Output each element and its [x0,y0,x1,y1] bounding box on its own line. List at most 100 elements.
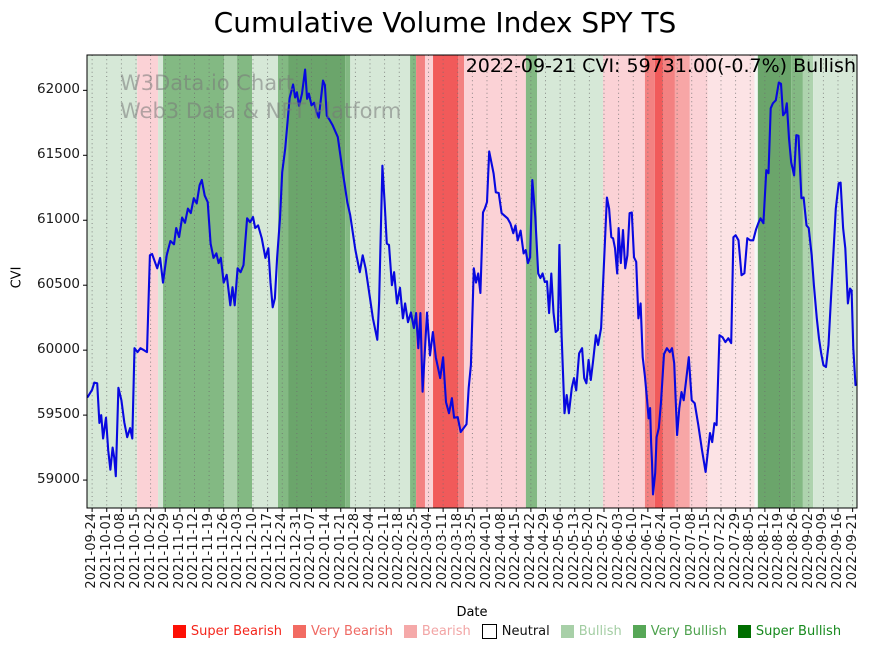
legend-item-super-bullish: Super Bullish [737,624,841,639]
x-tick-label: 2021-10-22 [142,513,158,589]
chart-title: Cumulative Volume Index SPY TS [213,6,677,39]
x-tick-label: 2022-06-17 [639,513,655,589]
y-tick-label: 60500 [37,276,80,293]
legend-item-very-bullish: Very Bullish [632,624,727,639]
x-tick-label: 2021-12-17 [259,513,275,589]
legend-label: Super Bearish [190,623,282,639]
x-tick-label: 2022-07-22 [712,513,728,589]
sentiment-band-bullish-2 [224,55,238,508]
sentiment-band-very-bullish [237,55,253,508]
sentiment-band-bearish [689,55,708,508]
x-tick-label: 2021-11-05 [171,513,187,589]
legend-label: Bullish [578,623,622,639]
x-tick-label: 2022-03-18 [449,513,465,589]
legend-swatch-icon [403,624,417,638]
sentiment-band-bullish-2 [802,55,814,508]
sentiment-band-bullish [252,55,279,508]
sentiment-band-very-bullish [345,55,351,508]
sentiment-band-bearish [602,55,645,508]
sentiment-band-very-bullish [410,55,417,508]
x-tick-label: 2022-03-04 [420,513,436,589]
legend-swatch-icon [293,624,306,638]
sentiment-band-very-bullish-2 [757,55,792,508]
legend-item-super-bearish: Super Bearish [172,623,282,639]
plot-frame [86,54,858,509]
x-tick-label: 2022-04-15 [508,513,524,589]
sentiment-band-very-bullish [525,55,538,508]
x-tick-label: 2022-05-20 [581,513,597,589]
sentiment-band-bullish [158,55,164,508]
x-tick-label: 2022-02-18 [391,513,407,589]
x-tick-label: 2021-10-01 [98,513,114,589]
sentiment-band-super-bearish [433,55,459,508]
cvi-line [86,68,857,496]
x-tick-label: 2022-09-16 [829,513,845,589]
x-tick-label: 2022-07-01 [669,513,685,589]
x-tick-label: 2021-11-19 [201,513,217,589]
x-tick-label: 2022-06-10 [625,513,641,589]
legend-label: Very Bearish [311,623,393,639]
latest-value-annotation: 2022-09-21 CVI: 59731.00(-0.7%) Bullish [465,55,856,77]
x-tick-label: 2022-08-05 [742,513,758,589]
x-tick-label: 2022-09-02 [800,513,816,589]
x-tick-label: 2021-12-10 [244,513,260,589]
x-tick-label: 2021-12-31 [288,513,304,589]
x-tick-label: 2022-08-26 [786,513,802,589]
legend-item-bullish: Bullish [560,623,622,639]
y-tick-label: 59000 [37,471,80,488]
sentiment-band-very-bearish [662,55,675,508]
sentiment-band-bullish [813,55,857,508]
x-tick-label: 2021-12-24 [274,513,290,589]
x-tick-label: 2022-02-11 [376,513,392,589]
x-tick-label: 2022-04-08 [493,513,509,589]
legend-swatch-icon [737,624,751,638]
sentiment-band-very-bearish [416,55,425,508]
sentiment-band-bearish-light [707,55,755,508]
legend-swatch-icon [172,624,186,638]
legend-swatch-icon [560,624,574,638]
x-tick-label: 2022-02-25 [405,513,421,589]
x-tick-label: 2022-02-04 [361,513,377,589]
x-tick-label: 2022-07-29 [727,513,743,589]
x-tick-label: 2022-04-22 [522,513,538,589]
x-tick-label: 2021-10-08 [113,513,129,589]
y-tick-label: 59500 [37,406,80,423]
x-tick-label: 2022-04-01 [478,513,494,589]
x-tick-label: 2022-04-29 [537,513,553,589]
sentiment-band-bearish [424,55,434,508]
x-tick-label: 2022-03-25 [464,513,480,589]
x-tick-label: 2022-05-27 [595,513,611,589]
y-tick-label: 60000 [37,341,80,358]
x-tick-label: 2022-08-19 [771,513,787,589]
x-tick-label: 2022-01-07 [303,513,319,589]
x-tick-label: 2022-09-21 [844,513,860,589]
sentiment-band-bullish [87,55,138,508]
x-tick-label: 2022-08-12 [756,513,772,589]
sentiment-band-very-bullish [278,55,289,508]
x-tick-label: 2022-07-15 [698,513,714,589]
x-tick-label: 2022-07-08 [683,513,699,589]
x-tick-label: 2022-09-09 [815,513,831,589]
sentiment-band-very-bullish [791,55,803,508]
sentiment-band-very-bearish [458,55,465,508]
sentiment-band-very-bearish [644,55,655,508]
legend-item-neutral: Neutral [481,623,550,639]
x-tick-label: 2022-01-21 [332,513,348,589]
x-tick-label: 2022-03-11 [435,513,451,589]
legend: Super Bearish Very Bearish Bearish Neutral B… [87,620,857,642]
legend-swatch-icon [481,623,497,639]
x-tick-label: 2022-05-06 [552,513,568,589]
x-tick-label: 2022-06-24 [654,513,670,589]
x-tick-label: 2022-06-03 [610,513,626,589]
x-tick-label: 2021-10-29 [157,513,173,589]
x-tick-label: 2022-01-14 [318,513,334,589]
sentiment-band-very-bullish [163,55,225,508]
sentiment-band-super-bearish [654,55,663,508]
legend-item-very-bearish: Very Bearish [293,624,393,639]
legend-label: Bearish [421,623,471,639]
legend-item-bearish: Bearish [403,623,471,639]
sentiment-band-bearish [137,55,159,508]
legend-swatch-icon [632,624,646,638]
